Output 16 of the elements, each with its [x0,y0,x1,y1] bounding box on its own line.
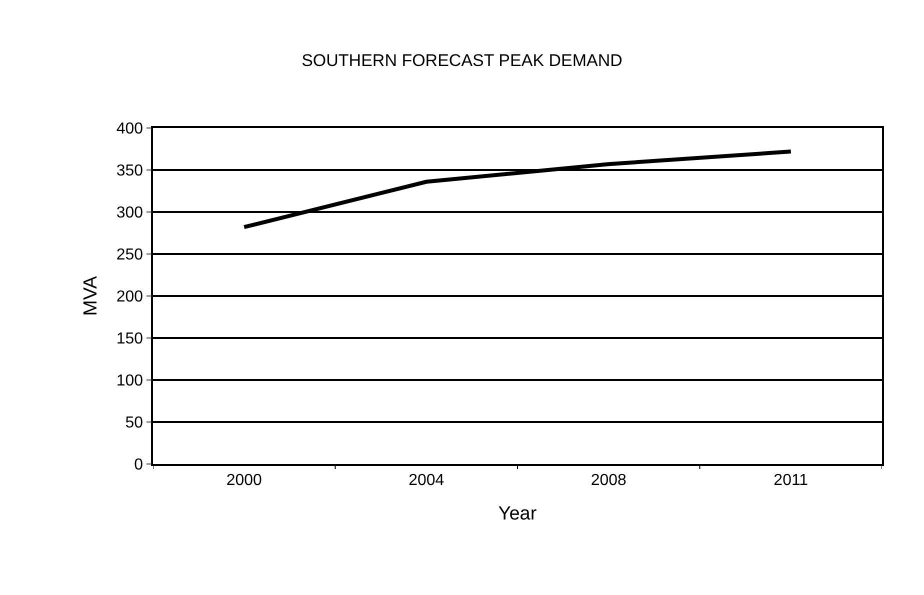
x-tick-label: 2004 [408,472,444,489]
y-tick-label: 50 [125,414,144,432]
y-tick-label: 150 [116,330,144,348]
chart-title: SOUTHERN FORECAST PEAK DEMAND [302,50,622,70]
x-tick-label: 2000 [226,472,262,489]
y-tick-label: 0 [134,456,144,474]
y-axis-title: MVA [80,276,102,316]
y-tick-label: 250 [116,246,144,264]
y-tick-label: 100 [116,372,144,390]
y-tick-label: 350 [116,162,144,180]
y-tick-label: 400 [116,120,144,138]
y-tick-label: 200 [116,288,144,306]
x-tick-label: 2008 [590,472,627,489]
y-tick-label: 300 [116,204,144,222]
x-axis-title: Year [498,503,538,524]
x-tick-label: 2011 [774,472,808,489]
